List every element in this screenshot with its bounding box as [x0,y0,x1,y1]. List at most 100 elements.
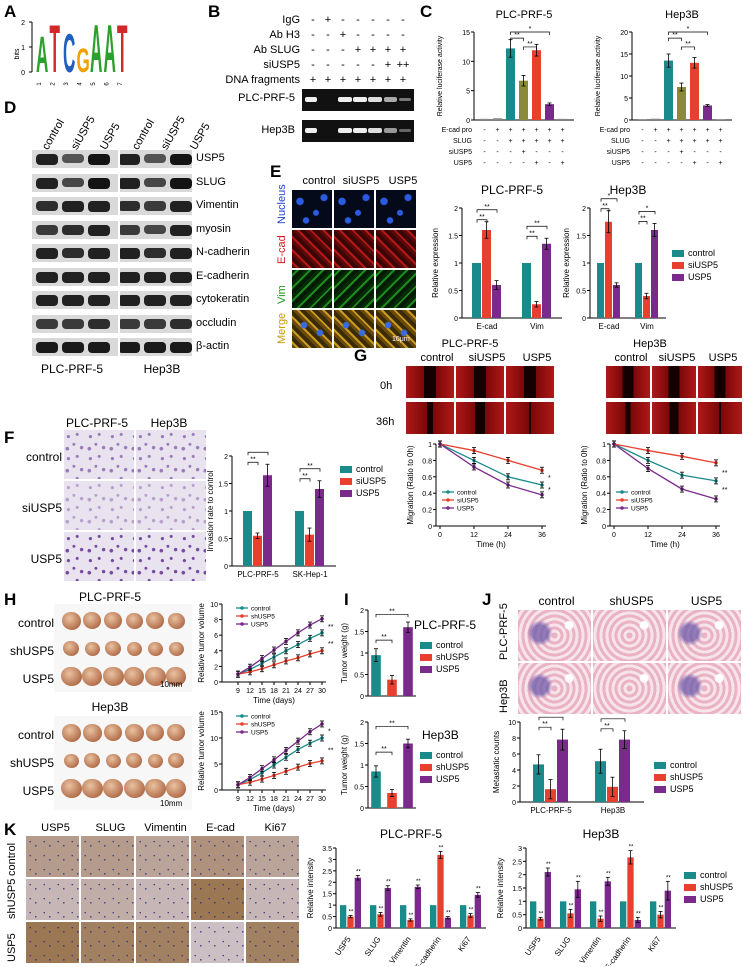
x-tick-label: Ki67 [646,935,663,954]
y-tick-label: 0 [582,316,586,323]
y-tick-label: 3.5 [322,846,332,853]
x-tick-label: Vimentin [387,935,412,966]
legend-label: USP5 [436,664,460,674]
significance-label: ** [604,723,610,730]
luciferase-mark: - [667,160,670,167]
panel-label-e: E [270,162,282,181]
ihc-image-tile [246,922,299,963]
chart-k-hep3b: 0 0.5 1 1.5 2 2.5 3 Relative intensity Hep3B ** **… [496,827,676,966]
bar-siUSP5 [253,535,262,566]
significance-bracket [538,716,564,721]
western-band [88,201,110,212]
x-tick-label: USP5 [523,935,543,958]
transwell-image-grid [64,430,206,582]
x-axis-label: Time (h) [476,540,506,549]
x-tick-label: 24 [678,532,686,539]
legend-item: USP5 [420,774,460,784]
luciferase-mark: + [495,127,499,134]
ihc-row-label: shUSP5 [6,878,18,919]
legend-e: control siUSP5 USP5 [672,248,742,288]
series-line-control [613,443,717,482]
western-protein-label: occludin [196,316,237,329]
legend-swatch [654,774,666,782]
western-divider [118,150,120,168]
panel-label-b: B [208,2,221,21]
y-tick-label: 15 [462,30,470,37]
legend-label: USP5 [457,506,474,513]
y-tick-label: 1 [428,442,432,449]
bar [506,48,515,120]
chip-mark: + [339,29,347,41]
luciferase-mark: + [508,127,512,134]
bar-control [530,901,537,928]
legend-label: USP5 [688,272,712,282]
ihc-row-labels: control shUSP5 USP5 [4,836,26,964]
y-tick-label: 8 [512,736,516,743]
luciferase-mark: - [641,138,644,145]
significance-label: ** [542,721,548,728]
tumor [126,753,142,769]
legend-label: control [436,750,464,760]
y-tick-label: 6 [512,752,516,759]
y-tick-label: 8 [214,618,218,625]
luciferase-row-label: siUSP5 [449,149,472,156]
chip-row-label: Ab H3 [269,29,300,41]
legend-label: shUSP5 [700,882,734,892]
western-divider [118,314,120,333]
if-column-labels: control siUSP5 USP5 [294,175,417,189]
western-blot-strip [32,338,192,356]
western-protein-label: E-cadherin [196,269,250,282]
western-blot-strip [32,220,192,239]
y-tick-label: 0.8 [596,458,606,465]
significance-bracket [299,478,311,482]
significance-bracket [668,31,708,35]
bar-USP5 [613,285,620,318]
tumor [60,666,82,687]
significance-label: ** [659,905,664,911]
luciferase-mark: + [521,127,525,134]
if-image-tile [376,310,416,348]
transwell-row-label: siUSP5 [21,501,62,515]
lung-row-label: PLC-PRF-5 [498,603,510,660]
x-tick-label: E-cadherin [603,935,633,966]
ihc-image-tile [136,922,189,963]
x-tick-label: 18 [270,688,278,695]
bar-control [371,655,381,696]
tumor [166,667,186,686]
tumor [144,666,166,687]
western-band [170,342,192,353]
western-band [118,342,140,353]
y-tick-label: 15 [620,52,628,59]
legend-item: control [420,750,463,760]
western-band [144,318,166,329]
tumor [82,723,102,742]
xenograft-cell-label-hep3b: Hep3B [91,700,129,714]
bar-control [590,901,597,928]
significance-bracket [638,221,648,225]
logo-letter-A: A [90,14,102,87]
chip-mark: + [384,74,392,86]
y-tick-label: 1.5 [354,630,364,637]
tumor [63,641,79,657]
luciferase-mark: + [547,127,551,134]
if-column-label: control [302,175,336,187]
xenograft-row-label: shUSP5 [9,644,54,658]
tumor [103,779,123,798]
legend-k: control shUSP5 USP5 [684,870,742,910]
significance-label: ** [439,845,444,851]
bar-control [650,901,657,928]
significance-label: ** [534,220,540,227]
legend-label: shUSP5 [436,652,470,662]
bar [545,104,554,120]
bar [519,80,528,120]
y-tick-label: 0 [624,118,628,125]
tumor [105,753,121,768]
xenograft-row-labels-plc: control shUSP5 USP5 [8,612,54,692]
legend-swatch [654,762,666,770]
luciferase-mark: - [561,149,564,156]
bar-shUSP5 [407,920,414,928]
x-tick-label: 24 [294,688,302,695]
x-tick-label: SK-Hep-1 [292,570,328,579]
